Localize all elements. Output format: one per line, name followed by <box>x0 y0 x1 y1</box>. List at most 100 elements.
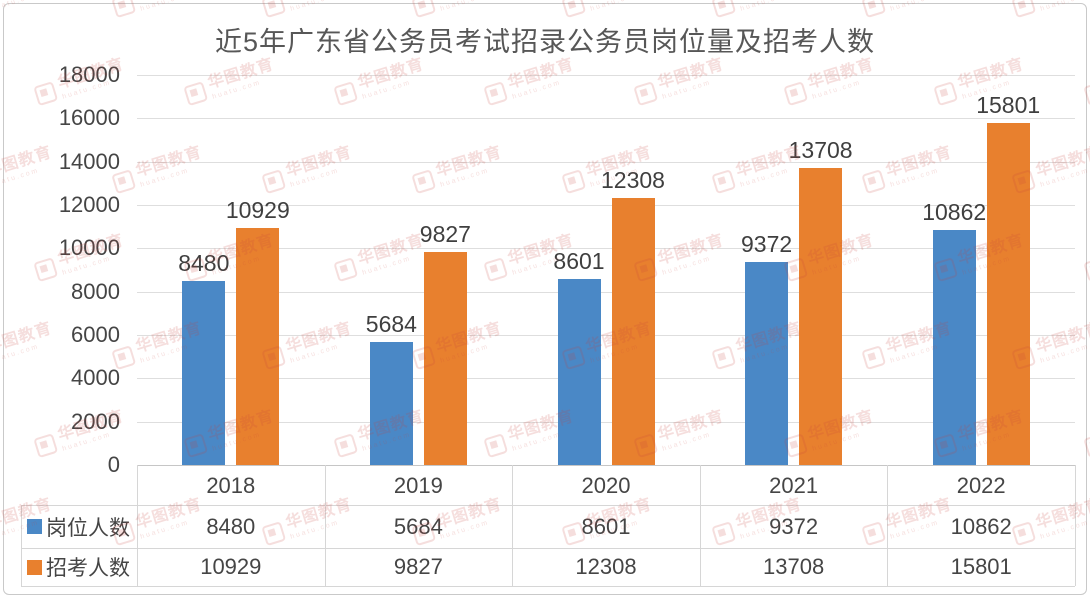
legend-label-text: 岗位人数 <box>46 516 130 540</box>
huatu-logo-icon <box>861 344 887 370</box>
huatu-logo-icon <box>111 0 137 18</box>
watermark-subtext: huatu.com <box>889 167 941 189</box>
y-tick-label-18000: 18000 <box>58 62 120 87</box>
bar-recruits-2021 <box>799 167 843 465</box>
year-label-2019: 2019 <box>393 473 443 498</box>
watermark-text: 华图教育 <box>1033 319 1090 357</box>
huatu-logo-icon <box>483 80 509 106</box>
huatu-logo-icon <box>861 168 887 194</box>
gridline-10000 <box>137 248 1075 250</box>
huatu-logo-icon <box>483 432 509 458</box>
table-hline-0 <box>21 505 1075 506</box>
chart-title: 近5年广东省公务员考试招录公务员岗位量及招考人数 <box>214 27 875 57</box>
table-cell-r0-2021: 9372 <box>769 514 819 539</box>
table-cell-r0-2020: 8601 <box>581 514 631 539</box>
huatu-logo-icon <box>1011 0 1037 18</box>
bar-recruits-2020 <box>611 198 655 465</box>
bar-value-posts-2020: 8601 <box>553 247 605 274</box>
table-vline-5 <box>1075 465 1076 586</box>
watermark-subtext: huatu.com <box>289 0 341 13</box>
gridline-16000 <box>137 118 1075 120</box>
watermark-text: 华图教育 <box>134 0 204 4</box>
table-vline-4 <box>887 465 889 586</box>
y-tick-label-4000: 4000 <box>71 365 120 391</box>
watermark-text: 华图教育 <box>884 0 954 4</box>
bar-value-recruits-2022: 15801 <box>976 91 1041 118</box>
gridline-2000 <box>137 421 1075 423</box>
watermark-subtext: huatu.com <box>889 0 941 13</box>
bar-posts-2018 <box>182 281 226 465</box>
watermark-subtext: huatu.com <box>511 79 563 101</box>
huatu-logo-icon <box>411 0 437 18</box>
gridline-4000 <box>137 378 1075 380</box>
table-vline-2 <box>512 465 514 586</box>
gridline-8000 <box>137 291 1075 293</box>
watermark-subtext: huatu.com <box>289 343 341 365</box>
bar-posts-2021 <box>745 261 789 465</box>
huatu-logo-icon <box>711 344 737 370</box>
huatu-logo-icon <box>1083 80 1090 106</box>
watermark-subtext: huatu.com <box>739 0 791 13</box>
watermark-subtext: huatu.com <box>361 255 413 277</box>
watermark-subtext: huatu.com <box>811 79 863 101</box>
bar-posts-2020 <box>557 278 601 465</box>
recruits-legend-swatch <box>27 559 42 575</box>
gridline-14000 <box>137 161 1075 163</box>
table-hline-1 <box>21 548 1075 549</box>
bar-posts-2019 <box>369 341 413 465</box>
y-tick-label-16000: 16000 <box>58 105 120 131</box>
y-tick-label-14000: 14000 <box>58 148 120 174</box>
huatu-logo-icon <box>183 80 209 106</box>
table-hline-2 <box>21 586 1075 587</box>
huatu-logo-icon <box>711 0 737 18</box>
huatu-logo-icon <box>783 80 809 106</box>
watermark-text: 华图教育 <box>655 407 727 445</box>
bar-value-recruits-2018: 10929 <box>225 197 290 224</box>
huatu-logo-icon <box>711 168 737 194</box>
watermark-subtext: huatu.com <box>661 431 713 453</box>
watermark-text: 华图教育 <box>0 0 54 4</box>
huatu-logo-icon <box>261 168 287 194</box>
watermark-subtext: huatu.com <box>1039 167 1090 189</box>
huatu-logo-icon <box>483 256 509 282</box>
table-cell-r1-2018: 10929 <box>200 554 262 579</box>
table-vline-3 <box>699 465 701 586</box>
y-tick-label-8000: 8000 <box>71 278 120 304</box>
y-tick-label-2000: 2000 <box>71 408 120 434</box>
bar-recruits-2019 <box>423 252 467 465</box>
table-vline-left <box>21 505 22 586</box>
watermark-subtext: huatu.com <box>589 0 641 13</box>
bar-recruits-2018 <box>236 228 280 465</box>
table-cell-r0-2018: 8480 <box>206 514 256 539</box>
huatu-logo-icon <box>333 80 359 106</box>
huatu-logo-icon <box>333 256 359 282</box>
legend-label-text: 招考人数 <box>46 557 130 580</box>
bar-value-posts-2021: 9372 <box>741 230 793 257</box>
table-vline-0 <box>137 465 138 586</box>
watermark-subtext: huatu.com <box>1039 343 1090 365</box>
huatu-logo-icon <box>411 168 437 194</box>
legend-row-label-posts: 岗位人数 <box>21 505 137 548</box>
gridline-6000 <box>137 335 1075 336</box>
huatu-logo-icon <box>861 0 887 18</box>
y-tick-label-12000: 12000 <box>58 192 120 217</box>
watermark-subtext: huatu.com <box>211 79 263 101</box>
table-cell-r1-2021: 13708 <box>763 554 825 579</box>
huatu-logo-icon <box>561 0 587 18</box>
watermark-subtext: huatu.com <box>1039 0 1090 13</box>
year-label-2020: 2020 <box>581 473 631 498</box>
watermark-text: 华图教育 <box>284 0 354 4</box>
gridline-12000 <box>137 205 1075 206</box>
watermark-subtext: huatu.com <box>661 79 713 101</box>
watermark-subtext: huatu.com <box>289 167 341 189</box>
bar-value-recruits-2020: 12308 <box>601 167 665 194</box>
table-vline-1 <box>324 465 326 586</box>
